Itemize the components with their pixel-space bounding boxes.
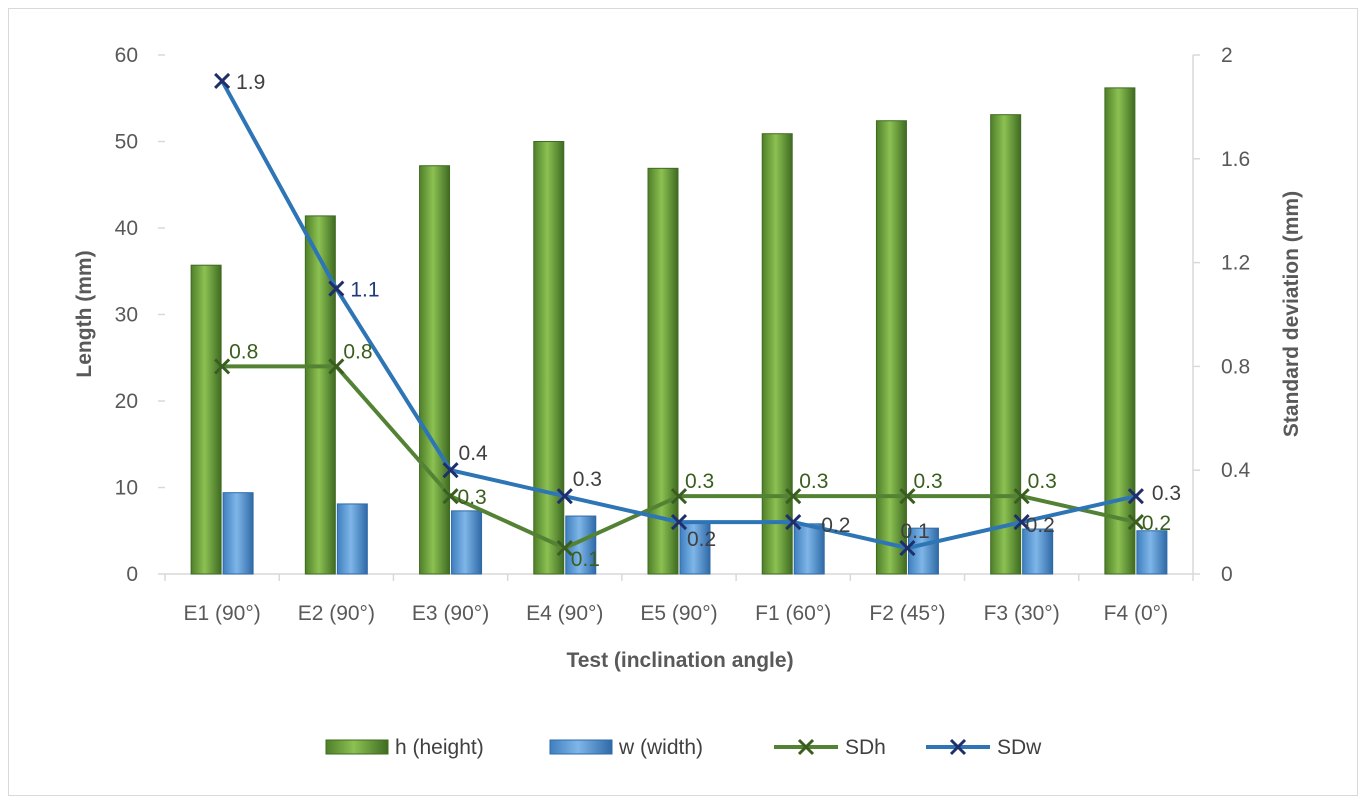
label-sdw-1: 1.1 (350, 279, 379, 302)
label-sdh-3: 0.1 (571, 548, 600, 571)
legend-marker-sdh (797, 738, 815, 756)
x-tick-label-8: F4 (0°) (1104, 602, 1168, 625)
bar-h-3 (533, 141, 565, 575)
y-tick-label-4: 40 (115, 217, 138, 240)
label-sdh-4: 0.3 (685, 470, 714, 493)
y-tick-label-2: 20 (115, 390, 138, 413)
bar-w-5 (793, 523, 825, 575)
marker-sdh-3 (556, 539, 573, 557)
marker-sdw-1 (328, 280, 345, 297)
label-sdh-7: 0.3 (1028, 470, 1057, 493)
bar-h-1 (304, 215, 336, 575)
x-tick-label-7: F3 (30°) (984, 602, 1060, 625)
legend-item-w[interactable]: w (width) (549, 736, 703, 759)
marker-sdw-8 (1127, 488, 1144, 505)
bar-h-4 (647, 167, 679, 575)
y-tick-label-0: 0 (126, 563, 138, 586)
bar-h-6 (875, 120, 907, 575)
x-axis-title: Test (inclination angle) (566, 649, 793, 672)
y2-axis-title: Standard deviation (mm) (1280, 191, 1303, 437)
y-tick-label-5: 50 (115, 131, 138, 154)
bar-w-6 (907, 527, 939, 575)
bar-w-3 (565, 515, 597, 575)
bar-h-0 (190, 264, 222, 575)
label-sdw-7: 0.2 (1026, 514, 1055, 537)
label-sdw-4: 0.2 (687, 528, 716, 551)
x-tick-label-6: F2 (45°) (869, 602, 945, 625)
label-sdw-5: 0.2 (821, 514, 850, 537)
bars (190, 87, 1168, 575)
bar-w-2 (451, 510, 483, 575)
marker-sdw-0 (214, 72, 231, 90)
legend: h (height) w (width) SDh SDw (325, 736, 1042, 759)
legend-item-sdw[interactable]: SDw (926, 736, 1042, 759)
legend-label-h: h (height) (395, 736, 484, 759)
y-axis-ticks: 0 10 20 30 40 50 60 (115, 44, 165, 586)
label-sdw-6: 0.1 (900, 520, 929, 543)
data-labels: 0.8 0.8 0.3 0.1 0.3 0.3 0.3 0.3 0.2 1.9 1.1 0.4 0.3 0… (229, 71, 1181, 571)
label-sdh-6: 0.3 (913, 470, 942, 493)
bar-h-2 (419, 165, 451, 575)
bar-h-8 (1104, 87, 1136, 575)
label-sdh-8: 0.2 (1142, 512, 1171, 535)
marker-sdw-7 (1013, 514, 1030, 531)
x-tick-label-1: E2 (90°) (298, 602, 375, 625)
x-tick-label-0: E1 (90°) (183, 602, 260, 625)
y-tick-label-6: 60 (115, 44, 138, 67)
label-sdh-5: 0.3 (799, 470, 828, 493)
bar-w-4 (679, 521, 711, 575)
y2-tick-label-4: 1.6 (1221, 148, 1250, 171)
y2-tick-label-2: 0.8 (1221, 355, 1250, 378)
legend-marker-sdw (949, 738, 967, 756)
marker-sdh-1 (328, 358, 345, 375)
marker-sdh-7 (1013, 488, 1030, 505)
bar-w-1 (336, 503, 368, 575)
legend-item-h[interactable]: h (height) (325, 736, 484, 759)
label-sdw-0: 1.9 (236, 71, 265, 94)
marker-sdh-2 (442, 488, 459, 505)
bar-h-5 (761, 133, 793, 575)
bar-w-7 (1022, 528, 1054, 575)
marker-sdw-2 (442, 462, 459, 479)
label-sdw-2: 0.4 (459, 442, 489, 465)
legend-item-sdh[interactable]: SDh (774, 736, 886, 759)
y-axis-title: Length (mm) (73, 250, 96, 377)
label-sdh-2: 0.3 (458, 486, 487, 509)
bar-w-8 (1136, 530, 1168, 575)
y-tick-label-3: 30 (115, 304, 138, 327)
x-tick-label-2: E3 (90°) (412, 602, 489, 625)
marker-sdw-4 (670, 514, 688, 531)
y2-tick-label-3: 1.2 (1221, 252, 1250, 275)
y-tick-label-1: 10 (115, 477, 138, 500)
x-tick-label-3: E4 (90°) (526, 602, 603, 625)
legend-swatch-w (549, 739, 613, 755)
marker-sdh-8 (1127, 514, 1144, 531)
legend-label-w: w (width) (618, 736, 703, 759)
bar-h-7 (990, 114, 1022, 575)
legend-label-sdh: SDh (845, 736, 886, 759)
marker-sdh-4 (670, 488, 688, 505)
x-tick-label-4: E5 (90°) (640, 602, 717, 625)
legend-label-sdw: SDw (997, 736, 1042, 759)
y2-tick-label-0: 0 (1221, 563, 1233, 586)
x-tick-label-5: F1 (60°) (755, 602, 831, 625)
bar-w-0 (222, 492, 254, 575)
label-sdh-1: 0.8 (343, 340, 372, 363)
marker-sdh-5 (785, 488, 802, 505)
label-sdw-8: 0.3 (1152, 482, 1181, 505)
y2-tick-label-1: 0.4 (1221, 459, 1251, 482)
x-axis-ticks: E1 (90°) E2 (90°) E3 (90°) E4 (90°) E5 (90°)… (164, 574, 1194, 625)
marker-sdh-0 (214, 358, 231, 375)
y2-tick-label-5: 2 (1221, 44, 1233, 67)
y2-axis-ticks: 0 0.4 0.8 1.2 1.6 2 (1193, 44, 1251, 586)
lines (214, 72, 1144, 557)
marker-sdh-6 (899, 488, 916, 505)
marker-sdw-3 (556, 488, 573, 505)
label-sdh-0: 0.8 (229, 340, 258, 363)
legend-swatch-h (325, 739, 389, 755)
label-sdw-3: 0.3 (573, 468, 602, 491)
marker-sdw-6 (899, 539, 916, 557)
marker-sdw-5 (785, 514, 802, 531)
